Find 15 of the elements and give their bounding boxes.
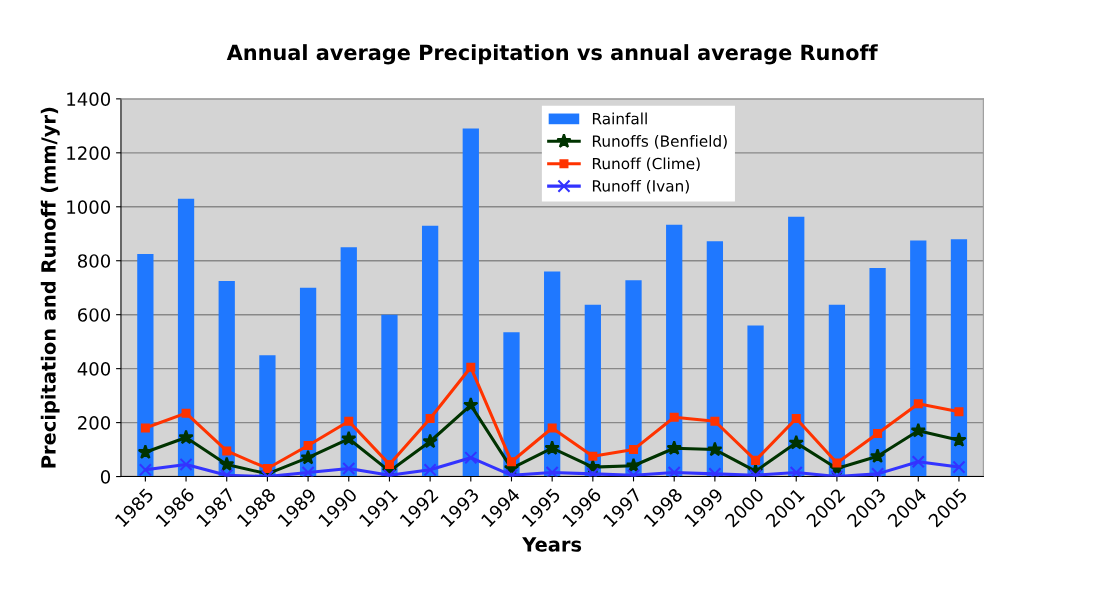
y-tick-label: 1000 xyxy=(67,200,111,214)
y-tick-label: 1200 xyxy=(67,146,111,160)
y-tick-label: 600 xyxy=(78,308,111,322)
y-tick-label: 1400 xyxy=(67,92,111,106)
legend-label: Rainfall xyxy=(592,112,647,125)
legend-label: Runoffs (Benfield) xyxy=(592,135,727,149)
chart-title: Annual average Precipitation vs annual average Runoff xyxy=(226,44,878,65)
y-tick-label: 400 xyxy=(77,362,111,376)
legend-label: Runoff (Ivan) xyxy=(592,179,689,194)
y-tick-label: 800 xyxy=(78,254,111,268)
y-tick-label: 200 xyxy=(78,416,111,430)
legend-label: Runoff (Clime) xyxy=(592,157,700,172)
y-tick-label: 0 xyxy=(100,470,111,484)
x-axis-title: Years xyxy=(522,537,582,552)
y-axis-title: Precipitation and Runoff (mm/yr) xyxy=(40,107,60,468)
